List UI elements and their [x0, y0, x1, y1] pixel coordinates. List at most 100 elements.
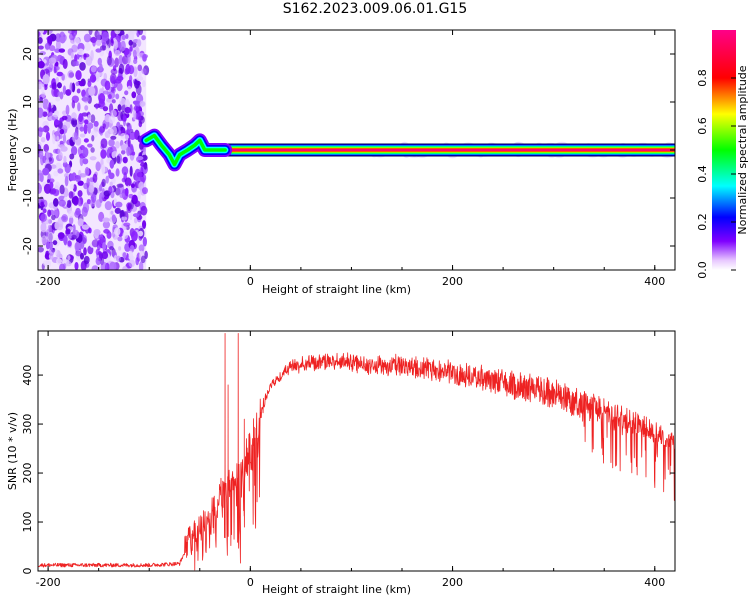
noise-blob	[84, 166, 90, 176]
noise-blob	[109, 261, 117, 270]
noise-blob	[121, 216, 128, 221]
noise-blob	[75, 207, 81, 216]
noise-blob	[39, 96, 44, 103]
noise-blob	[142, 236, 148, 247]
noise-blob	[137, 191, 141, 200]
noise-blob	[58, 199, 66, 207]
noise-blob	[68, 191, 74, 199]
noise-blob	[118, 54, 123, 66]
noise-blob	[124, 98, 130, 110]
noise-blob	[67, 255, 71, 261]
noise-blob	[128, 39, 133, 46]
noise-blob	[93, 181, 99, 189]
noise-blob	[64, 175, 69, 187]
spectrogram-y-tick-label: -20	[21, 237, 34, 255]
noise-blob	[42, 199, 48, 208]
noise-blob	[91, 265, 99, 270]
noise-blob	[66, 200, 72, 208]
noise-blob	[95, 39, 102, 46]
noise-blob	[122, 55, 129, 65]
noise-blob	[110, 68, 118, 75]
noise-blob	[42, 167, 50, 176]
noise-blob	[100, 138, 108, 149]
snr-x-tick-label: 200	[442, 576, 463, 589]
noise-blob	[38, 101, 44, 109]
noise-blob	[126, 146, 131, 157]
noise-blob	[62, 58, 68, 69]
noise-blob	[115, 141, 120, 149]
noise-blob	[134, 200, 141, 208]
noise-blob	[110, 135, 117, 140]
noise-blob	[73, 130, 79, 141]
noise-blob	[95, 248, 100, 256]
noise-blob	[47, 209, 52, 217]
signal-wobble-trace	[144, 133, 227, 167]
noise-blob	[99, 63, 103, 72]
noise-blob	[56, 141, 61, 152]
noise-blob	[52, 240, 58, 246]
noise-blob	[50, 164, 57, 169]
noise-blob	[93, 228, 101, 236]
noise-blob	[131, 91, 137, 99]
noise-blob	[132, 49, 137, 58]
noise-blob	[51, 86, 57, 97]
noise-blob	[115, 93, 120, 100]
noise-blob	[54, 61, 59, 68]
noise-blob	[129, 46, 133, 52]
noise-blob	[89, 74, 97, 83]
noise-blob	[65, 261, 72, 267]
noise-blob	[137, 230, 144, 237]
noise-blob	[122, 252, 127, 259]
colorbar-tick-label: 0.0	[696, 261, 709, 279]
noise-blob	[61, 214, 69, 223]
noise-blob	[141, 80, 146, 88]
noise-blob	[65, 104, 70, 116]
noise-blob	[56, 82, 62, 89]
noise-blob	[142, 53, 147, 62]
noise-blob	[44, 42, 51, 50]
snr-x-tick-label: 0	[247, 576, 254, 589]
noise-blob	[75, 250, 83, 257]
noise-blob	[81, 234, 88, 245]
snr-y-tick-label: 300	[21, 414, 34, 435]
snr-y-tick-label: 200	[21, 463, 34, 484]
noise-blob	[133, 58, 138, 65]
noise-blob	[73, 36, 81, 46]
noise-blob	[116, 155, 121, 164]
snr-y-tick-label: 400	[21, 365, 34, 386]
noise-blob	[103, 72, 108, 81]
noise-blob	[114, 207, 122, 214]
noise-blob	[85, 55, 93, 66]
noise-blob	[128, 193, 134, 199]
noise-blob	[62, 121, 71, 130]
noise-blob	[77, 190, 83, 197]
noise-blob	[138, 261, 144, 270]
spectrogram-x-tick-label: 200	[442, 275, 463, 288]
noise-blob	[128, 250, 134, 261]
noise-blob	[92, 38, 96, 47]
signal-band-layer	[214, 149, 675, 151]
noise-blob	[102, 220, 111, 229]
spectrogram-y-tick-label: 20	[21, 47, 34, 61]
noise-blob	[65, 89, 72, 96]
noise-blob	[140, 162, 146, 167]
noise-blob	[75, 70, 82, 81]
noise-blob	[101, 31, 109, 42]
noise-blob	[58, 134, 63, 140]
noise-blob	[124, 177, 132, 187]
noise-blob	[51, 133, 56, 145]
noise-blob	[71, 234, 77, 240]
noise-blob	[124, 90, 129, 96]
noise-blob	[101, 251, 109, 260]
noise-blob	[54, 247, 58, 256]
noise-blob	[83, 247, 87, 256]
noise-blob	[87, 114, 92, 122]
noise-blob	[102, 106, 109, 112]
noise-blob	[62, 263, 67, 270]
noise-blob	[38, 45, 44, 50]
noise-blob	[110, 75, 116, 85]
noise-blob	[93, 120, 99, 127]
noise-blob	[144, 250, 148, 260]
noise-blob	[88, 184, 95, 193]
